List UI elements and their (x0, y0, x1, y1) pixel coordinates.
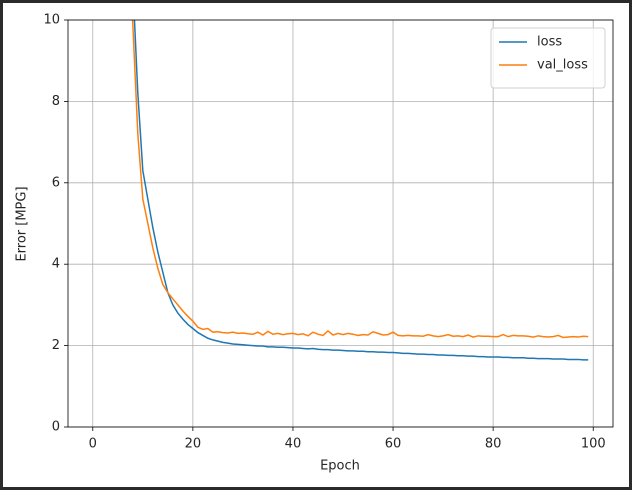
y-tick-label: 10 (43, 13, 60, 28)
y-tick-label: 8 (52, 94, 60, 109)
y-tick-label: 6 (52, 175, 60, 190)
x-tick-label: 0 (89, 437, 97, 452)
y-tick-label: 2 (52, 338, 60, 353)
legend-box (490, 27, 606, 89)
x-axis-label: Epoch (320, 459, 360, 474)
line-series (133, 20, 589, 361)
x-tick-label: 40 (285, 437, 302, 452)
x-tick-label: 100 (581, 437, 606, 452)
y-tick-label: 4 (52, 257, 60, 272)
line-series (131, 20, 589, 339)
plot-frame (67, 19, 614, 428)
legend-label: loss (537, 35, 562, 50)
x-tick-label: 80 (485, 437, 502, 452)
plot-lines (131, 20, 589, 361)
x-tick-label: 60 (385, 437, 402, 452)
x-tick-label: 20 (185, 437, 202, 452)
y-axis-label: Error [MPG] (15, 186, 30, 261)
legend-label: val_loss (537, 58, 588, 73)
y-tick-label: 0 (52, 420, 60, 435)
